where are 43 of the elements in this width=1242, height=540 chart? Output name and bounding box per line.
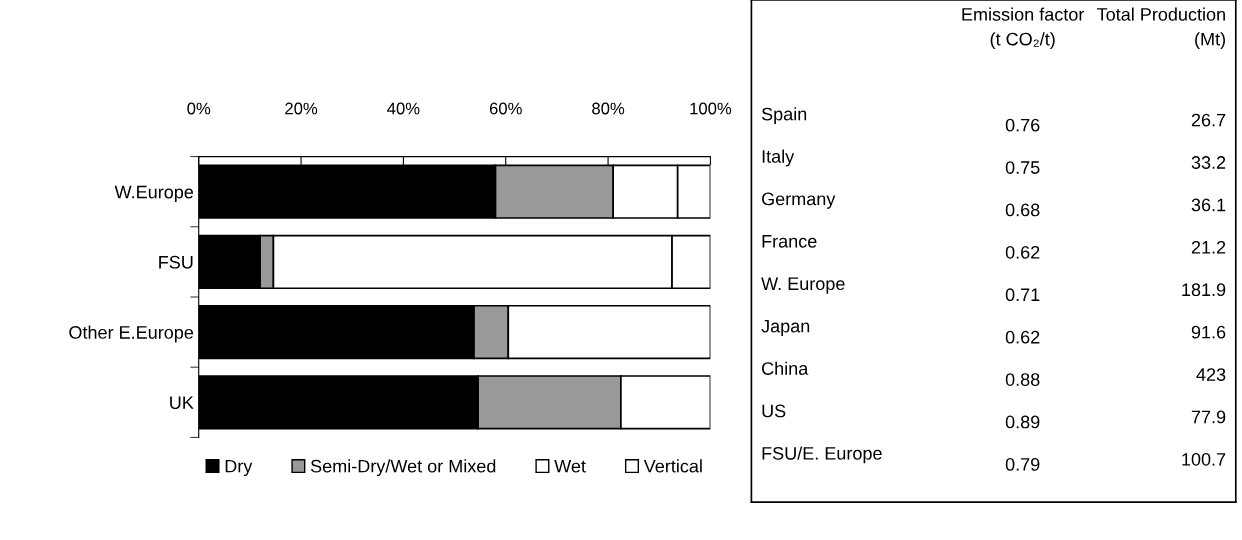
data-label: 33.2 (1191, 156, 1226, 169)
x-tick-label: 0% (187, 102, 211, 115)
x-tick-label: 80% (592, 102, 625, 115)
category-label: Italy (762, 149, 795, 167)
category-label: China (762, 361, 809, 375)
legend-label: Semi-Dry/Wet or Mixed (310, 459, 496, 477)
data-label: 77.9 (1191, 410, 1226, 424)
data-label: 0.76 (1005, 118, 1040, 132)
text: Emission factor (t CO₂/t) (962, 7, 1085, 50)
data-label: 0.75 (1005, 161, 1040, 174)
data-label: 181.9 (1182, 283, 1226, 297)
category-label: US (762, 404, 786, 418)
data-label: 0.89 (1005, 415, 1040, 429)
legend-label: Dry (225, 459, 253, 477)
category-label: Spain (761, 107, 807, 125)
data-label: 91.6 (1191, 325, 1226, 339)
data-label: 36.1 (1191, 198, 1226, 212)
data-label: 0.62 (1005, 330, 1040, 344)
y-tick-label: FSU (159, 255, 193, 269)
data-label: 0.62 (1005, 245, 1040, 259)
category-label: Germany (762, 192, 836, 209)
data-label: 0.88 (1005, 373, 1040, 386)
category-label: Japan (761, 319, 810, 337)
legend-label: Wet (554, 459, 586, 473)
legend-label: Vertical (643, 459, 702, 473)
data-label: 423 (1196, 368, 1226, 381)
data-label: 0.79 (1005, 457, 1040, 471)
x-tick-label: 20% (285, 102, 318, 115)
x-tick-label: 40% (387, 102, 420, 115)
x-tick-label: 60% (489, 102, 522, 115)
category-label: France (762, 235, 817, 248)
data-label: 26.7 (1191, 113, 1226, 127)
y-tick-label: Other E.Europe (69, 325, 194, 343)
text: Total Production (Mt) (1097, 7, 1225, 50)
data-label: 21.2 (1191, 240, 1226, 254)
x-tick-label: 100% (690, 102, 732, 115)
y-tick-label: UK (170, 396, 194, 410)
data-label: 0.71 (1005, 288, 1040, 302)
category-label: FSU/E. Europe (762, 446, 882, 464)
category-label: W. Europe (761, 277, 845, 294)
data-label: 0.68 (1005, 203, 1040, 217)
data-label: 100.7 (1182, 452, 1226, 466)
y-tick-label: W.Europe (114, 185, 194, 202)
